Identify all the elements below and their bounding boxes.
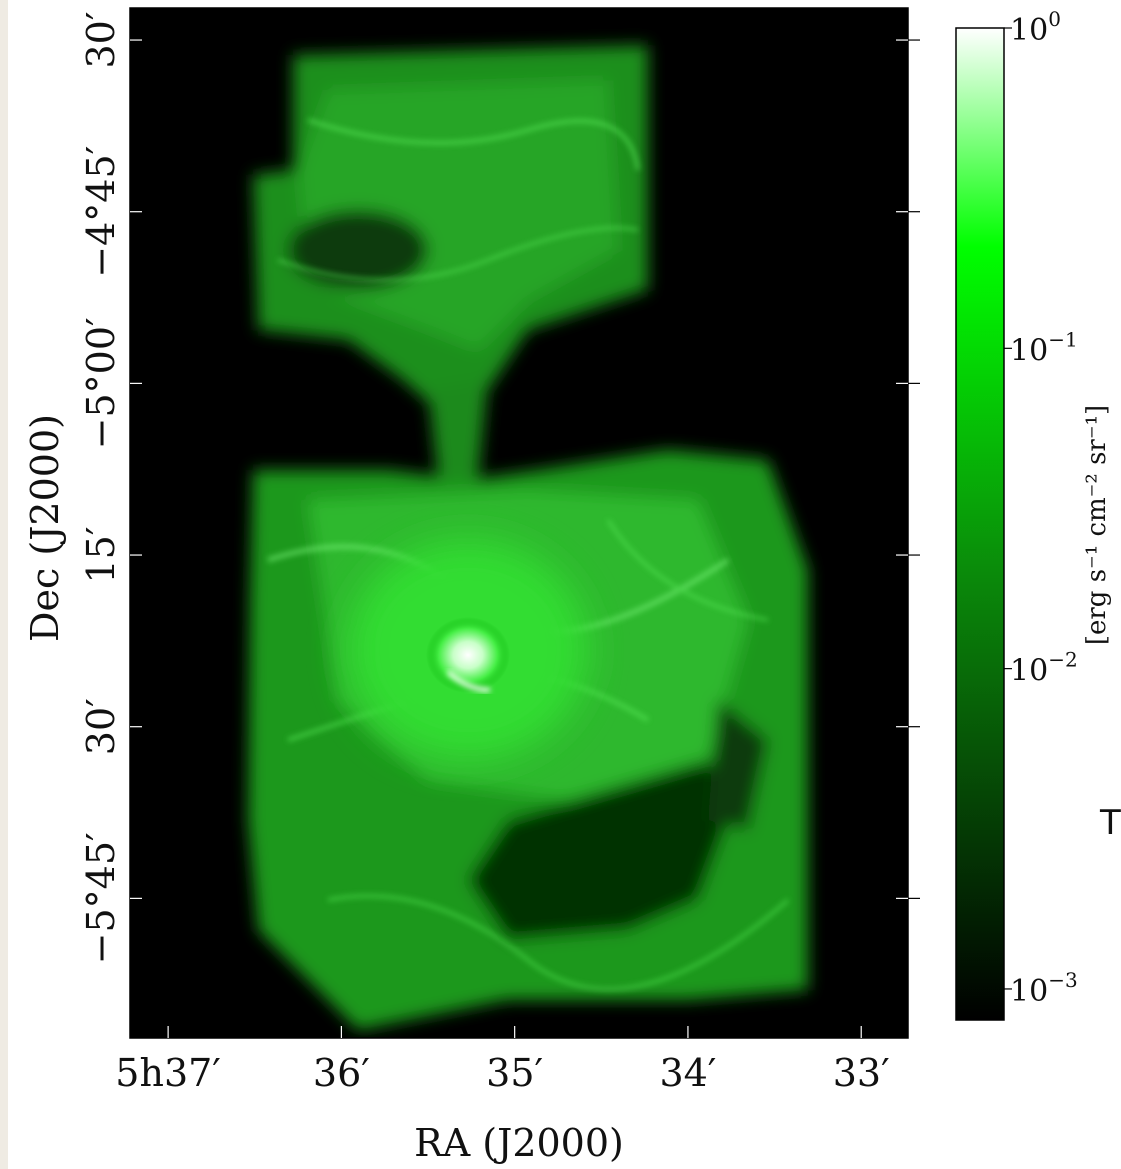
y-tick-label: 30′ (79, 12, 123, 69)
y-axis-ticks: 30′ −4°45′ −5°00′ 15′ 30′ −5°45′ (79, 12, 920, 964)
colorbar-tick-label: 10−2 (1010, 648, 1078, 689)
colorbar-tick-label: 100 (1010, 7, 1061, 48)
y-tick-label: 15′ (79, 527, 123, 584)
colorbar-tick-label: 10−1 (1010, 327, 1078, 368)
figure: 5h37′ 36′ 35′ 34′ 33′ 30′ −4°45′ −5°00′ 15′ 30′ −… (23, 7, 1121, 1165)
y-axis-label: Dec (J2000) (23, 414, 67, 642)
x-axis-label: RA (J2000) (414, 1121, 624, 1165)
y-tick-label: −5°45′ (79, 832, 123, 964)
x-tick-label: 33′ (833, 1051, 890, 1095)
x-tick-label: 5h37′ (115, 1051, 221, 1095)
x-tick-label: 35′ (486, 1051, 543, 1095)
x-axis-ticks: 5h37′ 36′ 35′ 34′ 33′ (115, 8, 890, 1095)
y-tick-label: −5°00′ (79, 317, 123, 449)
emission-map (248, 45, 808, 1030)
stray-text: T (1099, 803, 1121, 843)
colorbar-label: [erg s⁻¹ cm⁻² sr⁻¹] (1082, 405, 1112, 645)
y-tick-label: −4°45′ (79, 146, 123, 278)
x-tick-label: 34′ (659, 1051, 716, 1095)
colorbar-tick-label: 10−3 (1010, 968, 1078, 1009)
figure-canvas: 5h37′ 36′ 35′ 34′ 33′ 30′ −4°45′ −5°00′ 15′ 30′ −… (8, 0, 1121, 1169)
y-tick-label: 30′ (79, 698, 123, 755)
colorbar-ticks: 100 10−1 10−2 10−3 (1004, 7, 1078, 1009)
colorbar (955, 27, 1005, 1021)
x-tick-label: 36′ (313, 1051, 370, 1095)
axes-frame (129, 7, 909, 1039)
